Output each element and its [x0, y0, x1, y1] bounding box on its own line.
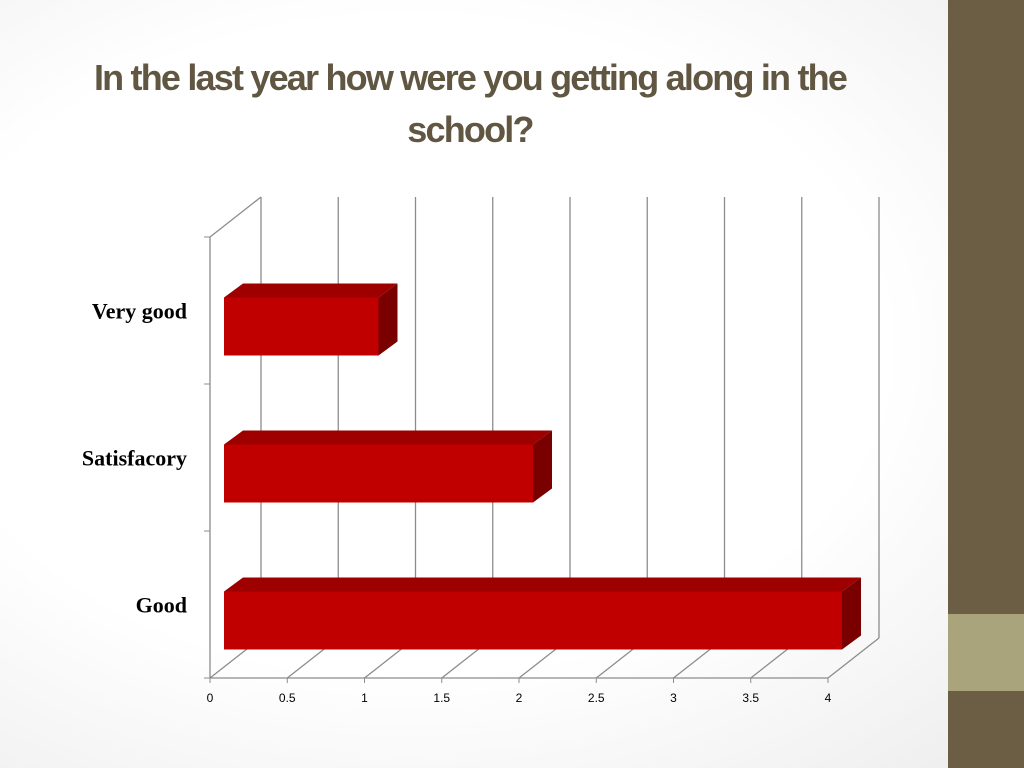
bar [224, 577, 861, 650]
bar [224, 283, 398, 356]
x-tick-label: 2 [516, 691, 523, 705]
bar-front-face [224, 444, 533, 503]
x-tick-label: 1 [361, 691, 368, 705]
x-tick-label: 3 [670, 691, 677, 705]
floor-gridline [827, 637, 880, 679]
x-tick-label: 1.5 [433, 691, 450, 705]
bar [224, 430, 552, 503]
bar-side-face [842, 577, 861, 650]
x-tick-label: 3.5 [742, 691, 759, 705]
category-label: Very good [92, 299, 187, 324]
x-tick-label: 4 [825, 691, 832, 705]
bar-chart: 0 0.5 1 1.5 2 2.5 3 3.5 4 Very good Satisfacory Goo… [82, 196, 880, 705]
category-label: Satisfacory [82, 446, 187, 471]
bar-top-face [224, 283, 398, 298]
slide-title: In the last year how were you getting al… [93, 57, 848, 150]
x-tick-label: 0.5 [279, 691, 296, 705]
bar-top-face [224, 430, 552, 445]
bar-front-face [224, 591, 842, 650]
wall-edge [209, 196, 262, 238]
bar-front-face [224, 297, 379, 356]
bar-top-face [224, 577, 861, 592]
side-accent [948, 614, 1024, 691]
bar-side-face [533, 430, 552, 503]
category-label: Good [136, 593, 187, 618]
x-tick-label: 0 [207, 691, 214, 705]
bar-side-face [378, 283, 398, 356]
x-tick-label: 2.5 [588, 691, 605, 705]
